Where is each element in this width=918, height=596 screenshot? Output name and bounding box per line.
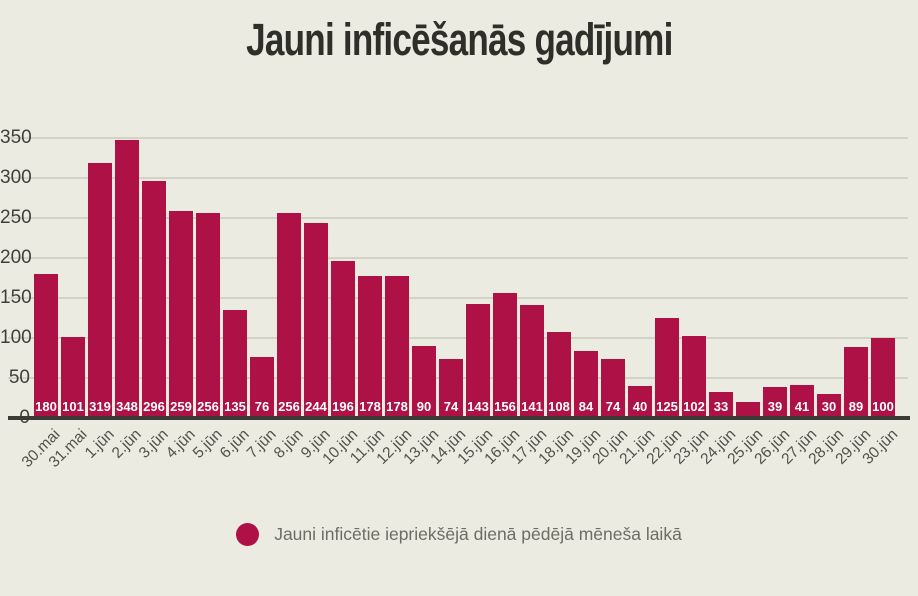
y-tick-label-100: 100	[0, 327, 32, 348]
bar-29.jūn	[844, 347, 868, 418]
gridline-200	[8, 257, 908, 259]
bar-value-label: 39	[767, 399, 783, 414]
bar-value-label: 256	[197, 399, 219, 414]
legend-label: Jauni inficētie iepriekšējā dienā pēdējā…	[274, 524, 682, 544]
bar-value-label: 178	[386, 399, 408, 414]
y-tick-label-350: 350	[0, 127, 32, 148]
bar-value-label: 84	[578, 399, 594, 414]
bar-value-label: 40	[632, 399, 648, 414]
bar-12.jūn	[385, 276, 409, 418]
bar-value-label: 141	[521, 399, 543, 414]
legend: Jauni inficētie iepriekšējā dienā pēdējā…	[0, 523, 918, 546]
bar-27.jūn	[790, 385, 814, 418]
bar-31.mai	[61, 337, 85, 418]
title-area: Jauni inficēšanās gadījumi	[0, 14, 918, 66]
bar-2.jūn	[115, 140, 139, 418]
bar-9.jūn	[304, 223, 328, 418]
y-tick-label-250: 250	[0, 207, 32, 228]
bar-1.jūn	[88, 163, 112, 418]
bar-5.jūn	[196, 213, 220, 418]
bar-value-label: 33	[713, 399, 729, 414]
bar-value-label: 256	[278, 399, 300, 414]
gridline-300	[8, 177, 908, 179]
bar-15.jūn	[466, 304, 490, 418]
bar-22.jūn	[655, 318, 679, 418]
bar-value-label: 101	[62, 399, 84, 414]
bar-value-label: 180	[35, 399, 57, 414]
bar-10.jūn	[331, 261, 355, 418]
bar-18.jūn	[547, 332, 571, 418]
bar-value-label: 156	[494, 399, 516, 414]
bar-21.jūn	[628, 386, 652, 418]
bar-value-label: 135	[224, 399, 246, 414]
bar-value-label: 244	[305, 399, 327, 414]
x-axis-line	[8, 416, 910, 420]
bar-value-label: 108	[548, 399, 570, 414]
bar-value-label: 259	[170, 399, 192, 414]
gridline-150	[8, 297, 908, 299]
y-tick-label-150: 150	[0, 287, 32, 308]
bar-25.jūn	[736, 402, 760, 418]
gridline-100	[8, 337, 908, 339]
bar-value-label: 41	[794, 399, 810, 414]
bar-11.jūn	[358, 276, 382, 418]
bar-28.jūn	[817, 394, 841, 418]
chart-title: Jauni inficēšanās gadījumi	[245, 14, 673, 65]
gridline-250	[8, 217, 908, 219]
bar-value-label: 178	[359, 399, 381, 414]
bar-24.jūn	[709, 392, 733, 418]
bar-value-label: 102	[683, 399, 705, 414]
bar-17.jūn	[520, 305, 544, 418]
bar-26.jūn	[763, 387, 787, 418]
bar-3.jūn	[142, 181, 166, 418]
y-tick-label-50: 50	[8, 367, 30, 388]
bar-value-label: 90	[416, 399, 432, 414]
bar-23.jūn	[682, 336, 706, 418]
bar-value-label: 74	[443, 399, 459, 414]
bar-30.mai	[34, 274, 58, 418]
bar-6.jūn	[223, 310, 247, 418]
bar-13.jūn	[412, 346, 436, 418]
bar-value-label: 348	[116, 399, 138, 414]
bar-value-label: 125	[656, 399, 678, 414]
bar-16.jūn	[493, 293, 517, 418]
bar-value-label: 30	[821, 399, 837, 414]
bar-4.jūn	[169, 211, 193, 418]
bar-value-label: 89	[848, 399, 864, 414]
bar-19.jūn	[574, 351, 598, 418]
bar-value-label: 319	[89, 399, 111, 414]
bar-value-label: 74	[605, 399, 621, 414]
bar-value-label: 76	[254, 399, 270, 414]
bar-value-label: 143	[467, 399, 489, 414]
bar-8.jūn	[277, 213, 301, 418]
bar-value-label: 196	[332, 399, 354, 414]
bar-value-label: 100	[872, 399, 894, 414]
bar-14.jūn	[439, 359, 463, 418]
legend-marker-circle-icon	[236, 523, 260, 546]
gridline-350	[8, 137, 908, 139]
bar-20.jūn	[601, 359, 625, 418]
bar-30.jūn	[871, 338, 895, 418]
y-tick-label-200: 200	[0, 247, 32, 268]
bar-7.jūn	[250, 357, 274, 418]
y-tick-label-300: 300	[0, 167, 32, 188]
bar-value-label: 296	[143, 399, 165, 414]
